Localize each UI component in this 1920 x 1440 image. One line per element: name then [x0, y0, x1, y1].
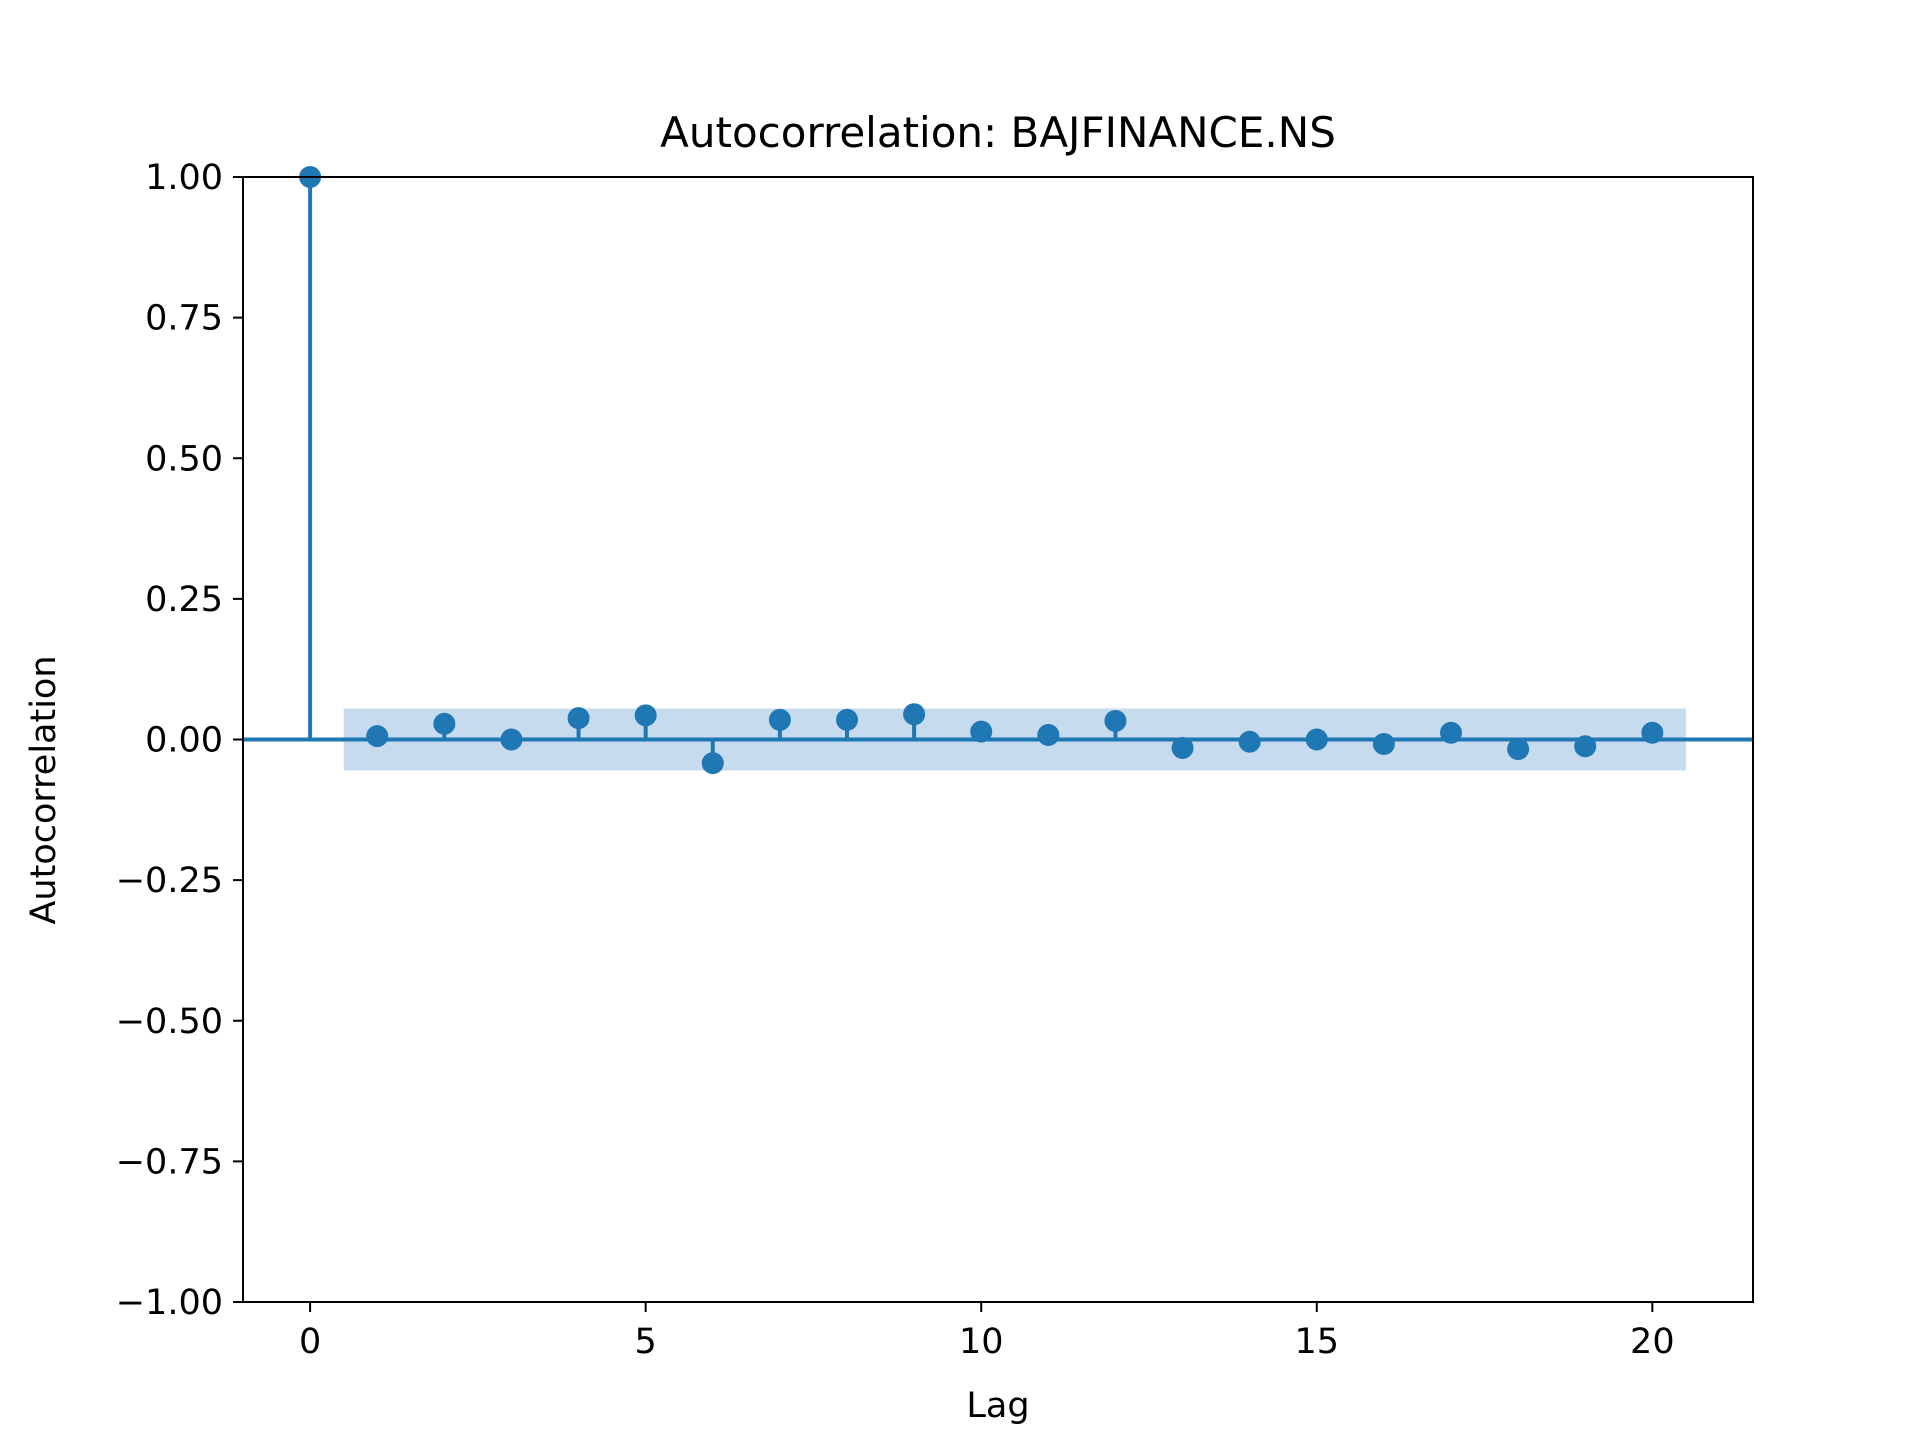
y-axis-label: Autocorrelation [24, 655, 64, 924]
acf-point-lag-7 [768, 708, 791, 731]
acf-point-lag-13 [1171, 736, 1194, 759]
stem-layer [243, 177, 1753, 764]
acf-point-lag-15 [1305, 728, 1328, 751]
acf-point-lag-2 [433, 712, 456, 735]
acf-point-lag-14 [1238, 730, 1261, 753]
acf-point-lag-18 [1507, 738, 1530, 761]
chart-title: Autocorrelation: BAJFINANCE.NS [660, 108, 1336, 157]
point-layer [299, 166, 1664, 775]
acf-point-lag-20 [1641, 721, 1664, 744]
acf-point-lag-17 [1440, 721, 1462, 744]
acf-point-lag-4 [567, 707, 590, 730]
x-tick-label: 5 [635, 1322, 657, 1362]
acf-point-lag-1 [366, 725, 389, 748]
y-axis: 1.00 0.75 0.50 0.25 0.00 −0.25 −0.50 −0.75 −1.00 [116, 158, 243, 1323]
acf-point-lag-11 [1037, 724, 1060, 746]
x-tick-label: 15 [1295, 1322, 1340, 1362]
acf-point-lag-5 [634, 704, 657, 727]
x-tick-label: 20 [1630, 1322, 1675, 1362]
y-tick-label: −1.00 [116, 1283, 223, 1323]
acf-point-lag-8 [836, 708, 858, 731]
y-tick-label: −0.25 [116, 861, 223, 901]
x-axis-label: Lag [966, 1386, 1029, 1426]
acf-point-lag-3 [500, 728, 523, 751]
x-axis: 0 5 10 15 20 [299, 1302, 1675, 1362]
y-tick-label: −0.50 [116, 1002, 223, 1042]
acf-point-lag-10 [970, 720, 993, 743]
y-tick-label: 1.00 [145, 158, 223, 198]
y-tick-label: −0.75 [116, 1142, 223, 1182]
acf-point-lag-12 [1104, 709, 1127, 732]
x-tick-label: 10 [959, 1322, 1004, 1362]
acf-point-lag-16 [1372, 733, 1395, 755]
y-tick-label: 0.00 [145, 721, 223, 761]
acf-point-lag-9 [903, 703, 926, 726]
y-tick-label: 0.50 [145, 439, 223, 479]
acf-point-lag-19 [1574, 735, 1597, 758]
y-tick-label: 0.75 [145, 299, 223, 339]
x-tick-label: 0 [299, 1322, 321, 1362]
acf-point-lag-6 [701, 752, 724, 775]
y-tick-label: 0.25 [145, 580, 223, 620]
